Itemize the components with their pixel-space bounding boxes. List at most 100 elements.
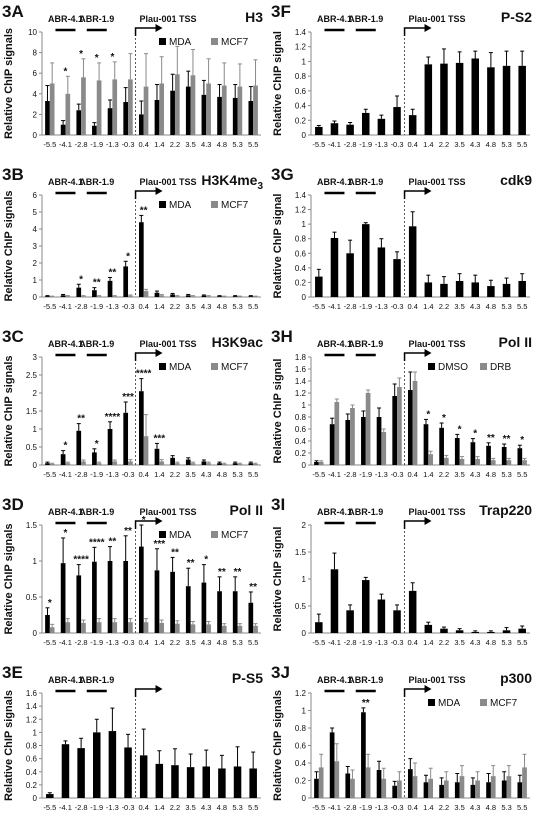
y-tick-label: 2 bbox=[33, 259, 38, 268]
panel-label: 3G bbox=[271, 165, 294, 184]
x-tick-label: 4.3 bbox=[470, 302, 480, 311]
bar bbox=[315, 622, 323, 633]
bar bbox=[393, 259, 401, 297]
bar bbox=[81, 622, 86, 633]
x-tick-label: 5.5 bbox=[248, 803, 258, 812]
bar bbox=[361, 112, 370, 135]
tss-arrow bbox=[403, 190, 427, 199]
bar bbox=[60, 563, 66, 633]
y-tick-label: 0.8 bbox=[295, 413, 307, 422]
tss-arrow-head bbox=[424, 24, 432, 32]
bar bbox=[376, 770, 382, 798]
bar bbox=[490, 460, 496, 465]
legend-entry: DMSO bbox=[438, 362, 468, 373]
bar bbox=[329, 732, 335, 798]
x-tick-label: -5.5 bbox=[312, 638, 325, 647]
y-tick-label: 1 bbox=[302, 575, 307, 584]
x-tick-label: 0.4 bbox=[407, 302, 417, 311]
region-label: ABR-4.1 bbox=[48, 177, 83, 187]
bar bbox=[76, 430, 82, 465]
x-tick-label: 4.8 bbox=[217, 302, 227, 311]
legend-swatch bbox=[428, 699, 435, 706]
x-tick-label: 5.3 bbox=[501, 803, 511, 812]
bar bbox=[123, 266, 129, 297]
bar bbox=[350, 778, 355, 798]
y-axis-label: Relative ChIP signals bbox=[3, 523, 15, 634]
legend-swatch bbox=[159, 531, 166, 538]
bar bbox=[170, 457, 175, 465]
x-tick-label: 5.5 bbox=[517, 140, 527, 149]
bar bbox=[487, 286, 495, 297]
bar bbox=[346, 253, 354, 297]
significance-mark: **** bbox=[136, 369, 152, 380]
x-tick-label: -1.3 bbox=[375, 638, 388, 647]
legend-entry: MCF7 bbox=[221, 362, 249, 373]
x-tick-label: 4.8 bbox=[486, 638, 496, 647]
y-tick-label: 1 bbox=[302, 707, 307, 716]
bar bbox=[143, 622, 149, 633]
bar bbox=[487, 631, 495, 633]
region-label: ABR-4.1 bbox=[48, 339, 83, 349]
region-label: ABR-1.9 bbox=[79, 507, 114, 517]
bar bbox=[249, 768, 257, 798]
bar bbox=[455, 630, 464, 633]
bar bbox=[218, 768, 226, 798]
bar bbox=[318, 767, 324, 798]
bar bbox=[502, 630, 511, 633]
tss-arrow bbox=[403, 520, 427, 529]
bar bbox=[60, 295, 66, 297]
x-tick-label: 4.3 bbox=[201, 140, 211, 149]
y-tick-label: 1.4 bbox=[295, 28, 307, 37]
tss-arrow-head bbox=[155, 349, 163, 357]
bar bbox=[159, 461, 165, 465]
tss-arrow-head bbox=[155, 685, 163, 693]
bar bbox=[60, 454, 66, 465]
significance-mark: * bbox=[64, 528, 68, 539]
bar bbox=[174, 623, 180, 633]
significance-mark: ** bbox=[77, 414, 85, 425]
bar bbox=[92, 561, 97, 633]
bar bbox=[439, 427, 444, 465]
bar bbox=[248, 602, 254, 633]
x-tick-label: 3.5 bbox=[454, 638, 464, 647]
x-tick-label: -1.9 bbox=[359, 803, 372, 812]
significance-mark: ** bbox=[362, 698, 370, 709]
bar bbox=[46, 794, 54, 798]
x-tick-label: 5.3 bbox=[232, 470, 242, 479]
significance-mark: ** bbox=[187, 558, 195, 569]
y-tick-label: 1 bbox=[33, 728, 38, 737]
x-tick-label: 5.5 bbox=[517, 470, 527, 479]
region-label: ABR-1.9 bbox=[348, 14, 383, 24]
x-tick-label: 4.3 bbox=[470, 140, 480, 149]
region-label: ABR-4.1 bbox=[48, 14, 83, 24]
y-axis-label: Relative ChIP signals bbox=[272, 690, 284, 801]
x-tick-label: -0.3 bbox=[391, 302, 404, 311]
bar bbox=[201, 295, 207, 297]
bar bbox=[518, 280, 526, 297]
tss-arrow-head bbox=[155, 187, 163, 195]
y-tick-label: 0.8 bbox=[295, 72, 307, 81]
x-tick-label: -1.3 bbox=[106, 638, 119, 647]
x-tick-label: 3.5 bbox=[185, 803, 195, 812]
bar bbox=[201, 582, 207, 633]
panel-3h: 3H Pol II Relative ChIP signal 0 0.2 0.4 0.6 0.… bbox=[271, 327, 532, 479]
bar bbox=[471, 631, 480, 633]
y-tick-label: 6 bbox=[33, 69, 38, 78]
x-tick-label: -1.9 bbox=[90, 638, 103, 647]
y-axis-label: Relative ChIP signal bbox=[272, 194, 284, 299]
bar bbox=[454, 782, 460, 798]
region-label: ABR-1.9 bbox=[79, 14, 114, 24]
y-axis-label: Relative ChIP signal bbox=[272, 527, 284, 632]
bar bbox=[330, 237, 339, 297]
bar bbox=[393, 107, 401, 135]
bar bbox=[392, 396, 398, 465]
bar bbox=[365, 767, 371, 798]
x-tick-label: 1.4 bbox=[423, 638, 433, 647]
y-tick-label: 1.2 bbox=[295, 206, 307, 215]
legend-entry: MCF7 bbox=[490, 698, 518, 709]
tss-label: Plau-001 TSS bbox=[140, 507, 197, 517]
bar bbox=[232, 97, 238, 135]
bar bbox=[506, 776, 512, 798]
bar bbox=[190, 75, 196, 135]
region-label: ABR-1.9 bbox=[348, 507, 383, 517]
